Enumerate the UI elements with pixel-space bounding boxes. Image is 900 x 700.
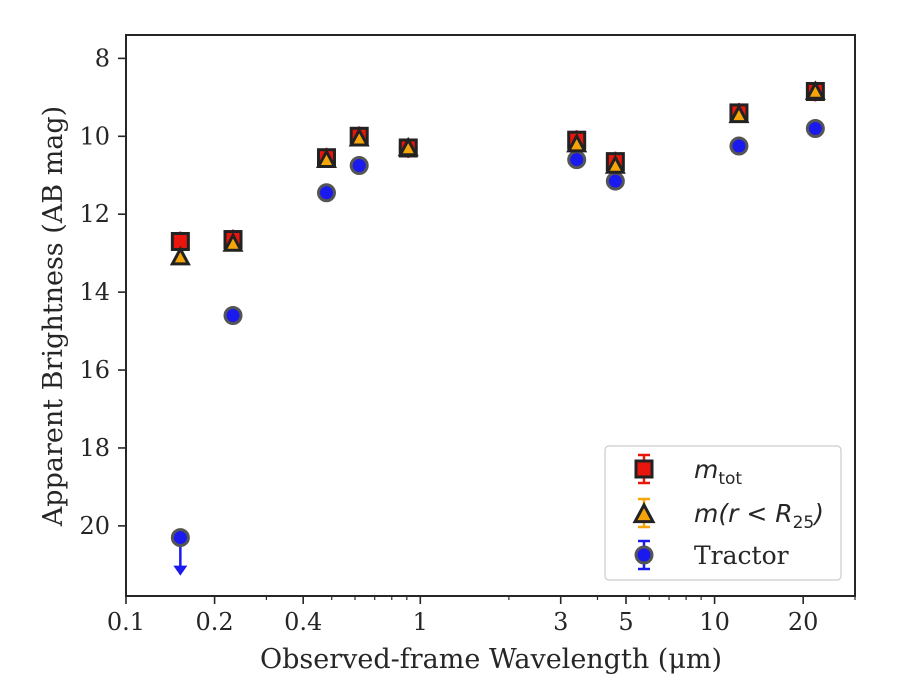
y-tick-label: 8 [95, 44, 110, 72]
y-tick-label: 20 [79, 512, 110, 540]
upper-limit-arrow-head [173, 565, 188, 576]
mr25-point [566, 132, 588, 153]
legend-marker-square [634, 459, 654, 479]
mr25-point [169, 245, 191, 266]
mr25-point [604, 154, 626, 174]
tractor-point [729, 136, 749, 156]
plot-marks [169, 80, 826, 576]
y-tick-label: 14 [79, 278, 110, 306]
x-tick-label: 5 [618, 608, 633, 636]
tractor-point [805, 119, 825, 138]
legend-label-mtot: mtot [694, 455, 742, 489]
plot-frame [125, 34, 856, 597]
x-tick-label: 10 [699, 608, 730, 636]
legend-label-tractor: Tractor [694, 541, 789, 570]
mr25-point [348, 127, 370, 147]
x-tick-label: 3 [553, 608, 568, 636]
tractor-point [223, 306, 243, 325]
x-axis-label: Observed-frame Wavelength (μm) [260, 644, 722, 675]
mr25-point [728, 103, 750, 124]
y-axis-label: Apparent Brightness (AB mag) [38, 106, 69, 527]
y-tick-label: 18 [79, 434, 110, 462]
legend-marker-circle [634, 545, 654, 565]
tractor-point [316, 183, 336, 203]
y-tick-label: 12 [79, 200, 110, 228]
mr25-point [804, 80, 826, 100]
tractor-point [170, 528, 190, 548]
mr25-point [222, 232, 244, 252]
x-tick-label: 0.4 [284, 608, 322, 636]
y-tick-label: 16 [79, 356, 110, 384]
legend-label-mr25: m(r < R25) [694, 499, 824, 533]
x-tick-label: 0.1 [107, 608, 145, 636]
legend-marker-triangle [632, 501, 656, 524]
tractor-point [567, 150, 587, 170]
tractor-point [349, 156, 369, 176]
tractor-point [605, 171, 625, 191]
axes: 0.1 0.2 0.4 1 3 5 10 20 8 10 12 14 16 18 20 [79, 34, 856, 636]
mr25-point [315, 148, 338, 168]
legend-box [604, 445, 842, 581]
x-tick-label: 0.2 [196, 608, 234, 636]
y-tick-label: 10 [79, 122, 110, 150]
x-tick-label: 1 [413, 608, 428, 636]
mr25-point [397, 136, 419, 157]
legend: mtot m(r < R25) Tractor [604, 445, 842, 581]
x-tick-label: 20 [788, 608, 819, 636]
